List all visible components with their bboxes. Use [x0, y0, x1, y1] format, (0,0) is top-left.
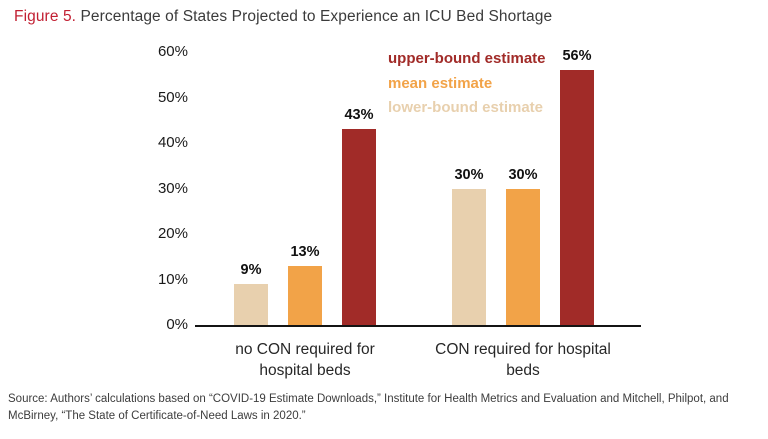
bar-value-label: 30% — [454, 166, 484, 183]
legend: upper-bound estimate mean estimate lower-b… — [388, 48, 546, 120]
category-label: no CON required for hospital beds — [235, 341, 375, 379]
bar-mean-estimate — [288, 265, 322, 325]
category-label: CON required for hospital beds — [435, 341, 611, 379]
y-axis-tick-label: 0% — [166, 316, 188, 333]
bar-upper-bound-estimate — [342, 129, 376, 325]
bar-upper-bound-estimate — [560, 70, 594, 325]
y-axis-tick-label: 30% — [157, 179, 188, 197]
bar-value-label: 13% — [290, 243, 320, 260]
y-axis-tick-label: 40% — [157, 134, 188, 151]
bar-value-label: 43% — [344, 107, 374, 124]
bar-lower-bound-estimate — [452, 188, 486, 325]
bar-lower-bound-estimate — [234, 284, 268, 325]
legend-item: lower-bound estimate — [388, 99, 544, 116]
source-note: Source: Authors’ calculations based on “… — [8, 393, 729, 423]
bar-value-label: 56% — [562, 48, 592, 65]
y-axis-tick-label: 10% — [157, 270, 188, 288]
legend-item: mean estimate — [388, 74, 493, 92]
bar-value-label: 9% — [240, 262, 262, 279]
bar-mean-estimate — [506, 188, 540, 325]
chart-title-text: Percentage of States Projected to Experi… — [76, 8, 553, 25]
y-axis-tick-label: 20% — [157, 225, 188, 242]
y-axis-tick-label: 50% — [157, 88, 188, 106]
bar-value-label: 30% — [508, 166, 538, 183]
x-axis-line — [195, 325, 641, 327]
figure-number-label: Figure 5. — [14, 8, 77, 25]
legend-item: upper-bound estimate — [388, 50, 546, 67]
chart-title: Figure 5. Percentage of States Projected… — [14, 8, 552, 26]
y-axis-tick-label: 60% — [157, 43, 188, 60]
